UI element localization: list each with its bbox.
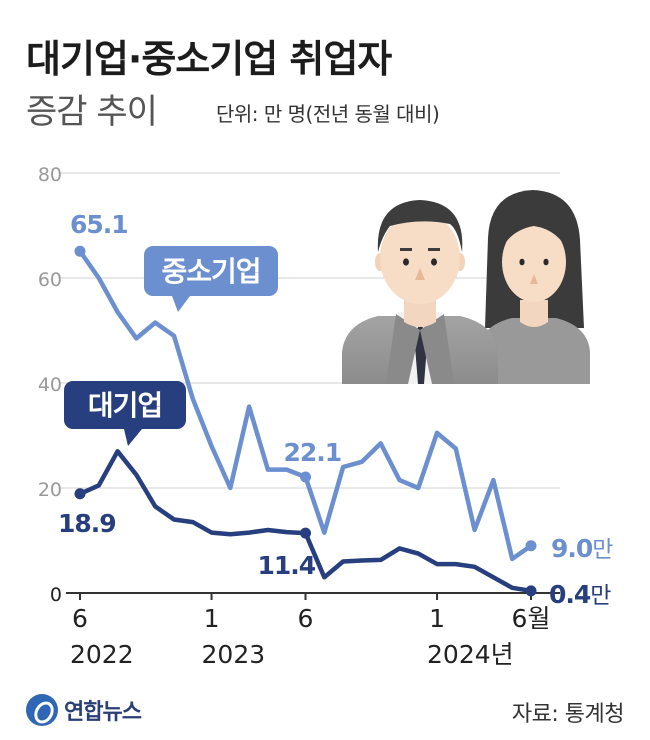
x-tick-label: 1 [204,604,220,633]
large-callout-box [64,381,186,429]
sme-callout-label: 중소기업 [161,255,260,288]
large-data-point [525,585,537,597]
sme-data-point [74,245,86,257]
chart-subtitle: 증감 추이 [26,92,158,132]
sme-callout: 중소기업 [144,246,278,312]
yonhap-logo-icon [26,694,58,726]
x-tick-label: 6 [298,604,314,633]
large-callout: 대기업 [64,381,186,446]
large-data-label: 18.9 [58,509,116,538]
x-tick-label: 6월 [512,604,551,633]
sme-data-point [300,471,311,483]
large-data-point [300,527,311,539]
large-data-point [74,488,86,500]
sme-callout-tail [172,296,190,312]
x-year-label: 2023 [202,640,266,669]
woman-illustration [478,190,590,384]
chart-title: 대기업·중소기업 취업자 [26,37,392,81]
logo: 연합뉴스 [26,694,142,726]
x-year-label: 2024년 [427,640,514,669]
x-tick-label: 6 [72,604,88,633]
sme-data-label: 9.0만 [551,534,613,563]
sme-data-label: 22.1 [284,438,342,467]
x-tick-label: 1 [429,604,445,633]
x-year-label: 2022 [70,640,134,669]
y-tick-label: 60 [38,269,62,291]
y-tick-label: 40 [38,374,62,396]
unit-label: 단위: 만 명(전년 동월 대비) [216,102,440,126]
sme-data-label: 65.1 [70,210,128,239]
y-tick-label: 0 [50,584,62,606]
sme-data-point [525,540,537,552]
large-data-label: 11.4 [258,551,316,580]
y-tick-label: 80 [38,164,62,186]
large-callout-label: 대기업 [88,389,162,422]
large-callout-tail [124,429,142,446]
large-data-label: 0.4만 [549,580,611,609]
source-label: 자료: 통계청 [511,702,625,727]
office-workers-illustration [342,190,590,384]
y-tick-label: 20 [38,479,62,501]
sme-callout-box [144,246,278,296]
logo-text: 연합뉴스 [64,700,142,725]
man-illustration [342,200,498,384]
